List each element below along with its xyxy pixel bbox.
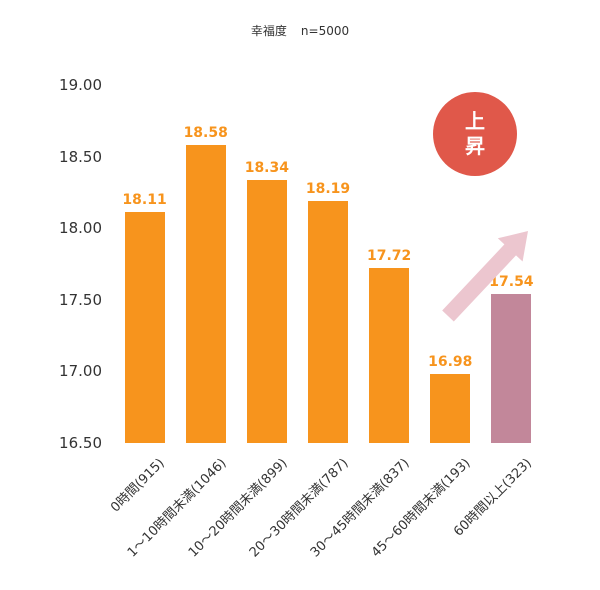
bar <box>185 145 226 443</box>
rise-badge-text-line2: 昇 <box>465 134 485 158</box>
bar <box>307 201 348 443</box>
bar-value-label: 16.98 <box>428 354 473 371</box>
bar-slot: 18.34 10〜20時間未満(899) <box>186 85 297 561</box>
y-tick-label: 18.50 <box>59 147 102 166</box>
rise-badge-text-line1: 上 <box>465 109 485 133</box>
bars-container: 18.11 0時間(915) 18.58 1〜10時間未満(1046) 18.34 10〜… <box>108 85 542 561</box>
x-category-label: 0時間(915) <box>108 455 169 516</box>
y-tick-label: 19.00 <box>59 76 102 94</box>
bar-value-label: 18.19 <box>305 181 351 197</box>
bar <box>430 374 471 443</box>
bar-slot: 18.19 20〜30時間未満(787) <box>247 85 358 561</box>
rise-arrow-icon <box>442 231 528 322</box>
bar-slot: 17.54 60時間以上(323) <box>451 85 542 540</box>
bar-slot: 18.58 1〜10時間未満(1046) <box>124 85 236 560</box>
bar-value-label: 18.34 <box>244 159 289 176</box>
bar <box>246 179 287 443</box>
bar <box>491 294 532 443</box>
chart-title: 幸福度 n=5000 <box>0 22 600 39</box>
bar-value-label: 18.11 <box>122 192 167 209</box>
bar <box>369 268 410 443</box>
chart-title-text: 幸福度 <box>250 24 287 38</box>
rise-badge: 上 昇 <box>433 92 517 176</box>
bar-slot: 18.11 0時間(915) <box>108 85 175 515</box>
bar <box>124 212 165 443</box>
y-tick-label: 16.50 <box>59 434 102 452</box>
bar-value-label: 17.72 <box>366 248 412 265</box>
sample-size-label: n=5000 <box>300 24 350 38</box>
y-tick-label: 17.00 <box>59 362 102 381</box>
bar-value-label: 18.58 <box>183 125 228 142</box>
bar-slot: 17.72 30〜45時間未満(837) <box>308 85 420 560</box>
bar-value-label: 17.54 <box>489 274 534 291</box>
y-tick-label: 17.50 <box>59 290 102 309</box>
y-tick-label: 18.00 <box>59 219 102 238</box>
bar-slot: 16.98 45〜60時間未満(193) <box>369 85 481 560</box>
y-axis: 19.00 18.50 18.00 17.50 17.00 16.50 <box>38 76 102 452</box>
